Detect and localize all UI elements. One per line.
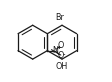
Text: O: O xyxy=(57,41,64,50)
Text: +: + xyxy=(56,45,61,50)
Text: N: N xyxy=(52,46,58,55)
Text: Br: Br xyxy=(56,13,65,22)
Text: OH: OH xyxy=(56,62,68,71)
Text: O: O xyxy=(57,51,64,60)
Text: -: - xyxy=(63,52,66,57)
